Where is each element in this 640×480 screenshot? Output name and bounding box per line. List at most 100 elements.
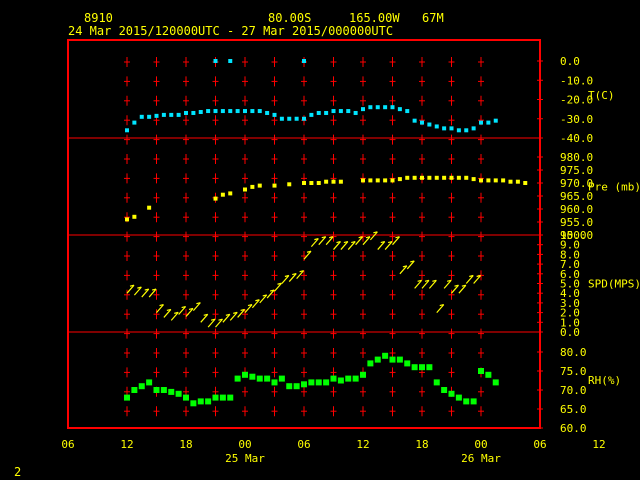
wind-arrow bbox=[274, 282, 282, 292]
temp-point bbox=[309, 112, 314, 117]
temp-point bbox=[338, 109, 343, 114]
y-tick-label: 9.0 bbox=[560, 239, 580, 252]
wind-arrow bbox=[443, 279, 452, 289]
wind-arrow bbox=[318, 236, 327, 246]
wind-arrow bbox=[126, 284, 135, 294]
rh-point bbox=[175, 390, 182, 397]
wind-arrow bbox=[170, 311, 179, 321]
rh-point bbox=[396, 356, 403, 363]
pres-point bbox=[515, 179, 520, 184]
wind-arrow-head bbox=[424, 279, 430, 282]
rh-point bbox=[419, 364, 425, 371]
rh-point bbox=[286, 383, 293, 390]
panel-label-rh: RH(%) bbox=[588, 374, 621, 387]
temp-point bbox=[353, 110, 358, 115]
rh-point bbox=[168, 388, 175, 395]
y-tick-label: 7.0 bbox=[560, 258, 580, 271]
rh-point bbox=[492, 379, 499, 386]
y-tick-label: 975.0 bbox=[560, 164, 593, 177]
wind-arrow-head bbox=[166, 308, 172, 312]
y-tick-label: 5.0 bbox=[560, 278, 580, 291]
wind-arrow-head bbox=[469, 274, 474, 278]
temp-point bbox=[228, 59, 233, 63]
wind-arrow-head bbox=[328, 236, 334, 239]
wind-arrow-head bbox=[203, 313, 208, 316]
panel-label-spd: SPD(MPS) bbox=[588, 278, 640, 291]
wind-arrow bbox=[229, 311, 238, 321]
temp-point bbox=[331, 109, 336, 114]
temp-point bbox=[257, 109, 262, 114]
rh-point bbox=[382, 352, 389, 359]
station-id: 8910 bbox=[84, 11, 113, 25]
pres-point bbox=[125, 217, 129, 222]
wind-arrow bbox=[222, 313, 231, 323]
wind-arrow bbox=[384, 241, 393, 250]
temp-point bbox=[486, 120, 491, 125]
temp-point bbox=[420, 120, 424, 125]
wind-arrow-head bbox=[225, 313, 231, 316]
pres-point bbox=[338, 179, 343, 184]
pres-point bbox=[486, 178, 491, 183]
wind-arrow-head bbox=[351, 240, 356, 244]
y-tick-label: 960.0 bbox=[560, 203, 593, 216]
pres-point bbox=[287, 182, 292, 187]
wind-arrow bbox=[340, 241, 349, 250]
rh-point bbox=[463, 398, 470, 405]
pres-point bbox=[501, 178, 506, 183]
y-tick-label: -20.0 bbox=[560, 94, 593, 107]
rh-point bbox=[404, 360, 411, 367]
wind-arrow bbox=[399, 265, 408, 275]
temp-point bbox=[397, 107, 402, 112]
temp-point bbox=[324, 110, 329, 115]
wind-arrow bbox=[296, 270, 305, 280]
wind-arrow bbox=[237, 309, 246, 318]
rh-point bbox=[212, 394, 219, 401]
y-tick-label: 0.0 bbox=[560, 326, 580, 339]
x-tick-label: 12 bbox=[120, 438, 133, 451]
panel-label-temp: T(C) bbox=[588, 89, 615, 102]
rh-point bbox=[190, 400, 197, 407]
pres-point bbox=[464, 175, 469, 180]
pres-point bbox=[302, 181, 306, 185]
wind-arrow-head bbox=[439, 304, 444, 307]
temp-point bbox=[191, 110, 196, 115]
pres-point bbox=[471, 177, 476, 182]
wind-arrow bbox=[288, 273, 297, 282]
pres-point bbox=[412, 175, 417, 180]
temp-point bbox=[383, 105, 388, 110]
wind-arrow bbox=[473, 275, 482, 284]
wind-arrow bbox=[347, 241, 356, 250]
wind-arrow-head bbox=[218, 318, 223, 321]
rh-point bbox=[264, 375, 271, 382]
rh-point bbox=[470, 398, 477, 405]
pres-point bbox=[405, 175, 410, 180]
temp-point bbox=[169, 112, 174, 117]
wind-arrow-head bbox=[402, 265, 408, 268]
wind-arrow bbox=[281, 275, 290, 284]
pres-point bbox=[397, 177, 402, 182]
wind-arrow-head bbox=[432, 279, 437, 282]
y-tick-label: 4.0 bbox=[560, 287, 580, 300]
y-tick-label: 6.0 bbox=[560, 268, 580, 281]
wind-arrow bbox=[436, 304, 445, 313]
temp-point bbox=[235, 109, 240, 114]
rh-point bbox=[138, 383, 145, 390]
rh-point bbox=[278, 375, 285, 382]
station-lon: 165.00W bbox=[349, 11, 400, 25]
wind-arrow bbox=[355, 236, 364, 246]
rh-point bbox=[374, 356, 381, 363]
pres-point bbox=[383, 178, 388, 183]
rh-point bbox=[389, 356, 396, 363]
pres-point bbox=[375, 178, 380, 183]
temp-point bbox=[147, 114, 152, 119]
rh-point bbox=[411, 364, 418, 371]
rh-point bbox=[153, 387, 160, 393]
pres-point bbox=[272, 183, 277, 188]
y-tick-label: 980.0 bbox=[560, 151, 593, 164]
pres-point bbox=[442, 175, 447, 180]
temp-point bbox=[361, 107, 365, 112]
wind-arrow-head bbox=[129, 284, 135, 287]
pres-point bbox=[427, 175, 432, 180]
wind-arrow-head bbox=[410, 260, 415, 263]
wind-arrow bbox=[266, 289, 275, 299]
